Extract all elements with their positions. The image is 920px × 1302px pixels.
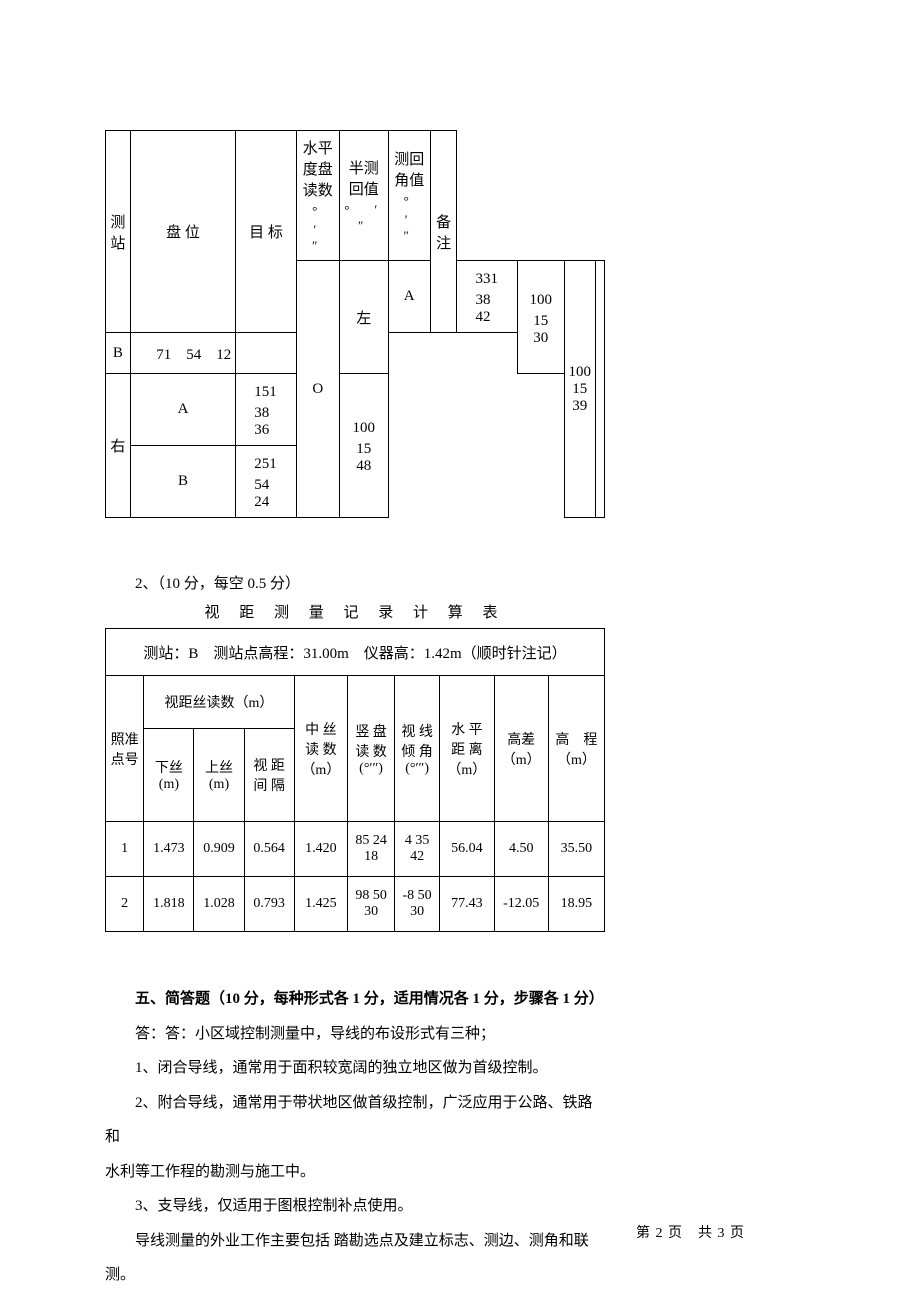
cell-pt: 2: [106, 877, 144, 932]
col-pan: 盘 位: [130, 131, 236, 333]
reading-cell: 71 54 12: [130, 333, 236, 374]
stadia-measurement-table: 测站：B 测站点高程：31.00m 仪器高：1.42m（顺时针注记） 照准 点号…: [105, 628, 605, 932]
cell-pt: 1: [106, 822, 144, 877]
table2-info-row: 测站：B 测站点高程：31.00m 仪器高：1.42m（顺时针注记）: [106, 629, 605, 676]
col-point: 照准 点号: [106, 676, 144, 822]
cell-mid: 1.420: [294, 822, 347, 877]
cell-upper: 1.028: [194, 877, 244, 932]
col-hdist: 水 平 距 离 （m）: [440, 676, 494, 822]
q5-line: 2、附合导线，通常用于带状地区做首级控制，广泛应用于公路、铁路和: [105, 1086, 605, 1155]
page-footer: 第 2 页 共 3 页: [636, 1222, 745, 1242]
col-hdiff: 高差 （m）: [494, 676, 548, 822]
cell-intv: 0.793: [244, 877, 294, 932]
col-hread: 水平度盘读数 ° ′ ″: [296, 131, 339, 261]
round-label: 测回角值: [393, 148, 426, 190]
half-label: 半测回值: [344, 157, 384, 199]
table-row: 1 1.473 0.909 0.564 1.420 85 24 18 4 35 …: [106, 822, 605, 877]
hread-label: 水平度盘读数: [301, 137, 335, 200]
q5-line: 导线测量的外业工作主要包括 踏勘选点及建立标志、测边、测角和联测。: [105, 1224, 605, 1293]
col-interval: 视 距 间 隔: [244, 729, 294, 822]
col-round: 测回角值 ° ′ ″: [388, 131, 430, 261]
cell-vr: 85 24 18: [348, 822, 395, 877]
col-target: 目 标: [236, 131, 297, 333]
half-cell: 100 15 48: [339, 374, 388, 518]
col-upper: 上丝 (m): [194, 729, 244, 822]
table2-info: 测站：B 测站点高程：31.00m 仪器高：1.42m（顺时针注记）: [106, 629, 605, 676]
pan-cell: 右: [106, 374, 131, 518]
col-elev: 高 程 （m）: [548, 676, 604, 822]
col-mid: 中 丝 读 数 （m）: [294, 676, 347, 822]
col-vread: 竖 盘 读 数 (°′″): [348, 676, 395, 822]
hread-dms: ° ′ ″: [301, 200, 335, 254]
table-row: 2 1.818 1.028 0.793 1.425 98 50 30 -8 50…: [106, 877, 605, 932]
target-cell: B: [106, 333, 131, 374]
col-lower: 下丝 (m): [144, 729, 194, 822]
station-cell: O: [296, 261, 339, 518]
cell-upper: 0.909: [194, 822, 244, 877]
reading-cell: 151 38 36: [236, 374, 297, 446]
question-5: 五、简答题（10 分，每种形式各 1 分，适用情况各 1 分，步骤各 1 分） …: [105, 982, 605, 1293]
target-cell: B: [130, 446, 236, 518]
table2-header-row-1: 照准 点号 视距丝读数（m） 中 丝 读 数 （m） 竖 盘 读 数 (°′″)…: [106, 676, 605, 729]
table-row: 右 A 151 38 36 100 15 48: [106, 374, 605, 446]
col-vangle: 视 线 倾 角 (°′″): [395, 676, 440, 822]
cell-mid: 1.425: [294, 877, 347, 932]
col-sight-group: 视距丝读数（m）: [144, 676, 294, 729]
col-note: 备注: [430, 131, 457, 333]
note-cell: [596, 261, 605, 518]
cell-hd: 77.43: [440, 877, 494, 932]
table2-title: 视 距 测 量 记 录 计 算 表: [105, 601, 605, 622]
section2-label: 2、（10 分，每空 0.5 分）: [105, 568, 605, 601]
q5-line: 答：答：小区域控制测量中，导线的布设形式有三种；: [105, 1017, 605, 1052]
cell-lower: 1.473: [144, 822, 194, 877]
cell-dh: 4.50: [494, 822, 548, 877]
q5-line: 1、闭合导线，通常用于面积较宽阔的独立地区做为首级控制。: [105, 1051, 605, 1086]
half-cell: 100 15 30: [517, 261, 564, 374]
q5-line: 水利等工作程的勘测与施工中。: [105, 1155, 605, 1190]
col-station: 测 站: [106, 131, 131, 333]
cell-va: 4 35 42: [395, 822, 440, 877]
target-cell: A: [130, 374, 236, 446]
cell-vr: 98 50 30: [348, 877, 395, 932]
q5-heading: 五、简答题（10 分，每种形式各 1 分，适用情况各 1 分，步骤各 1 分）: [105, 982, 605, 1017]
cell-intv: 0.564: [244, 822, 294, 877]
half-dms: ° ′ ″: [344, 199, 384, 234]
cell-el: 35.50: [548, 822, 604, 877]
horizontal-angle-table: 测 站 盘 位 目 标 水平度盘读数 ° ′ ″ 半测回值 ° ′ ″ 测回角值…: [105, 130, 605, 518]
col-half: 半测回值 ° ′ ″: [339, 131, 388, 261]
table-header-row: 测 站 盘 位 目 标 水平度盘读数 ° ′ ″ 半测回值 ° ′ ″ 测回角值…: [106, 131, 605, 261]
reading-cell: 331 38 42: [457, 261, 518, 333]
pan-cell: 左: [339, 261, 388, 374]
round-cell: 100 15 39: [564, 261, 596, 518]
target-cell: A: [388, 261, 430, 333]
cell-lower: 1.818: [144, 877, 194, 932]
cell-dh: -12.05: [494, 877, 548, 932]
cell-el: 18.95: [548, 877, 604, 932]
reading-cell: 251 54 24: [236, 446, 297, 518]
cell-hd: 56.04: [440, 822, 494, 877]
q5-line: 3、支导线，仅适用于图根控制补点使用。: [105, 1189, 605, 1224]
cell-va: -8 50 30: [395, 877, 440, 932]
